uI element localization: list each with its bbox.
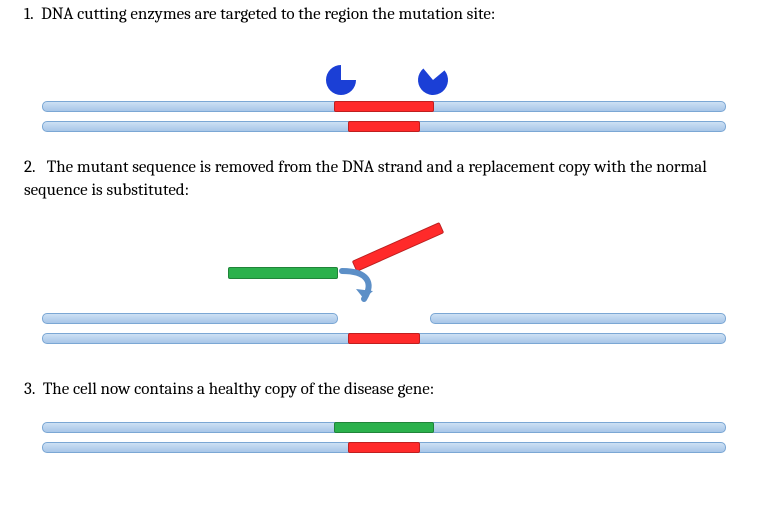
enzyme-icon <box>324 63 358 97</box>
dna-strand-top-left <box>42 313 338 324</box>
step-2-number: 2. <box>24 158 36 177</box>
step-2-diagram <box>0 205 762 347</box>
mutant-segment <box>334 101 434 112</box>
insert-arrow-icon <box>334 265 384 315</box>
step-3-number: 3. <box>24 380 35 399</box>
healthy-segment <box>334 422 434 433</box>
step-3-label: The cell now contains a healthy copy of … <box>43 380 434 399</box>
enzyme-shape <box>412 59 454 101</box>
step-1-number: 1. <box>24 5 34 24</box>
step-1-text: 1. DNA cutting enzymes are targeted to t… <box>0 0 762 29</box>
step-3-text: 3. The cell now contains a healthy copy … <box>0 375 762 404</box>
mutant-segment <box>348 121 420 132</box>
mutant-segment <box>348 442 420 453</box>
step-1-diagram <box>0 29 762 139</box>
dna-strand-top-right <box>430 313 726 324</box>
step-3-diagram <box>0 404 762 474</box>
enzyme-icon <box>409 56 457 104</box>
step-2-text: 2. The mutant sequence is removed from t… <box>0 153 762 205</box>
step-2-label: The mutant sequence is removed from the … <box>24 158 707 200</box>
enzyme-shape <box>326 65 356 95</box>
mutant-segment <box>348 333 420 344</box>
step-1-label: DNA cutting enzymes are targeted to the … <box>41 5 495 24</box>
replacement-healthy-segment <box>228 267 338 279</box>
